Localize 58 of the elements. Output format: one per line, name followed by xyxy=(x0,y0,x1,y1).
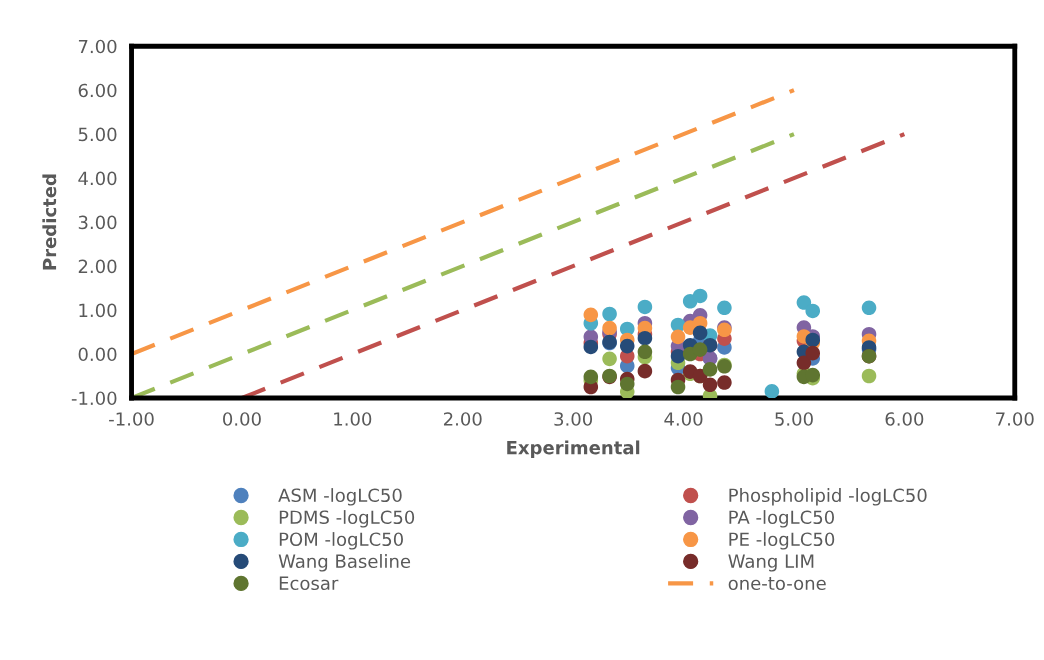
point xyxy=(583,339,599,355)
x-tick-label: 1.00 xyxy=(334,412,372,426)
y-tick-label: 6.00 xyxy=(78,83,117,98)
point xyxy=(702,377,718,393)
y-tick-label: 0.00 xyxy=(78,347,117,362)
point xyxy=(796,295,812,310)
legend-label: POM -logLC50 xyxy=(279,532,403,550)
point xyxy=(602,306,617,322)
legend-label: Ecosar xyxy=(279,576,339,591)
x-tick-label: 5.00 xyxy=(775,412,813,426)
y-axis-title: Predicted xyxy=(42,174,57,270)
y-tick-label: 3.00 xyxy=(78,215,117,230)
y-tick-label: 7.00 xyxy=(78,39,117,54)
x-tick-label: 6.00 xyxy=(885,412,924,426)
legend-label: one-to-one xyxy=(728,577,826,591)
x-tick-label: -1.00 xyxy=(109,412,154,426)
point xyxy=(692,342,708,357)
point xyxy=(637,330,653,346)
point xyxy=(717,375,732,390)
y-tick-label: 2.00 xyxy=(78,259,117,274)
legend-label: Wang Baseline xyxy=(278,554,411,572)
point xyxy=(692,288,708,304)
x-tick-label: 7.00 xyxy=(996,412,1034,426)
point xyxy=(602,351,617,367)
legend-label: PDMS -logLC50 xyxy=(279,510,415,528)
legend-label: ASM -logLC50 xyxy=(278,488,402,506)
legend-label: Wang LIM xyxy=(728,554,814,572)
x-axis-title: Experimental xyxy=(507,440,640,458)
point xyxy=(637,363,653,379)
point xyxy=(670,348,686,364)
y-tick-label: 5.00 xyxy=(78,127,117,142)
point xyxy=(619,376,635,392)
point xyxy=(583,369,599,385)
point xyxy=(692,325,708,341)
point xyxy=(861,368,877,384)
point xyxy=(861,300,877,316)
point xyxy=(805,303,821,319)
x-tick-label: 2.00 xyxy=(443,412,482,426)
y-tick-label: 1.00 xyxy=(79,303,117,318)
legend-label: PE -logLC50 xyxy=(729,532,835,550)
point xyxy=(619,338,635,354)
legend-label: Phospholipid -logLC50 xyxy=(729,488,927,506)
point xyxy=(796,355,812,371)
point xyxy=(670,329,686,345)
point xyxy=(702,362,718,377)
point xyxy=(637,299,653,315)
point xyxy=(764,384,780,398)
point xyxy=(670,379,686,395)
point xyxy=(637,344,653,360)
y-tick-label: 4.00 xyxy=(78,171,117,186)
point xyxy=(602,320,617,336)
x-tick-label: 0.00 xyxy=(223,412,261,426)
x-tick-label: 3.00 xyxy=(554,412,593,426)
point xyxy=(583,307,599,323)
legend-label: PA -logLC50 xyxy=(729,510,834,528)
x-tick-label: 4.00 xyxy=(664,412,703,426)
y-tick-label: -1.00 xyxy=(71,391,117,406)
point xyxy=(717,300,732,316)
